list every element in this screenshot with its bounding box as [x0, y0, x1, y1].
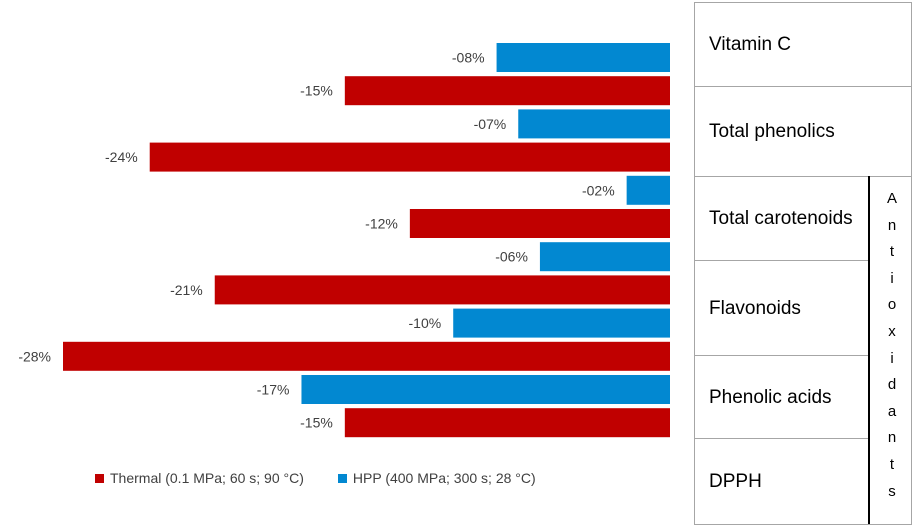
data-label: -15% [300, 83, 333, 99]
group-label-letter: n [887, 429, 897, 447]
legend-label-hpp: HPP (400 MPa; 300 s; 28 °C) [352, 470, 536, 486]
group-label-letter: t [889, 243, 895, 261]
table-row-flavonoids: Flavonoids [695, 261, 870, 356]
legend-item-thermal: Thermal (0.1 MPa; 60 s; 90 °C) [95, 470, 304, 486]
data-label: -12% [365, 216, 398, 232]
bar-hpp [518, 109, 670, 139]
bar-hpp [626, 175, 670, 205]
data-label: -15% [300, 415, 333, 431]
data-label: -28% [18, 348, 51, 364]
table-row-dpph: DPPH [709, 471, 762, 492]
bar-thermal [214, 275, 670, 305]
group-label-letter: n [887, 216, 897, 234]
group-label-letter: i [890, 269, 894, 287]
data-label: -06% [495, 249, 528, 265]
table-row-vitamin-c: Vitamin C [695, 3, 911, 87]
bar-chart: -08% -15% -07% -24% -02% -12% -06% -21% -10% -28%… [18, 43, 670, 438]
data-label: -07% [474, 116, 507, 132]
data-label: -02% [582, 182, 615, 198]
legend-swatch-thermal [95, 473, 104, 483]
bar-hpp [301, 375, 670, 404]
legend-label-thermal: Thermal (0.1 MPa; 60 s; 90 °C) [110, 470, 304, 486]
group-divider [868, 176, 870, 524]
bar-thermal [149, 142, 670, 172]
group-label-letter: A [886, 190, 897, 207]
bar-hpp [453, 308, 670, 338]
bar-thermal [344, 408, 670, 438]
legend-swatch-hpp [337, 473, 347, 483]
table-row-phenolic-acids: Phenolic acids [695, 356, 870, 439]
bar-thermal [63, 341, 670, 371]
data-label: -17% [257, 382, 290, 398]
bar-thermal [344, 76, 670, 106]
table-row-total-phenolics: Total phenolics [695, 87, 911, 177]
group-label-letter: t [889, 455, 895, 473]
group-label-letter: x [888, 322, 896, 340]
group-label-letter: i [890, 349, 894, 367]
group-label-letter: d [887, 376, 897, 394]
group-label-letter: o [887, 296, 897, 314]
category-table: Vitamin C Total phenolics Total caroteno… [694, 2, 912, 525]
legend: Thermal (0.1 MPa; 60 s; 90 °C) HPP (400 … [95, 470, 536, 486]
data-label: -10% [409, 315, 442, 331]
group-label-letter: a [887, 402, 897, 420]
legend-item-hpp: HPP (400 MPa; 300 s; 28 °C) [337, 470, 536, 486]
bar-hpp [539, 242, 670, 272]
bar-hpp [496, 43, 670, 72]
data-label: -24% [105, 149, 138, 165]
data-label: -21% [170, 282, 203, 298]
table-row-total-carotenoids: Total carotenoids [695, 177, 870, 261]
group-label-letter: s [888, 482, 896, 500]
data-label: -08% [452, 50, 485, 66]
bar-thermal [409, 209, 670, 238]
